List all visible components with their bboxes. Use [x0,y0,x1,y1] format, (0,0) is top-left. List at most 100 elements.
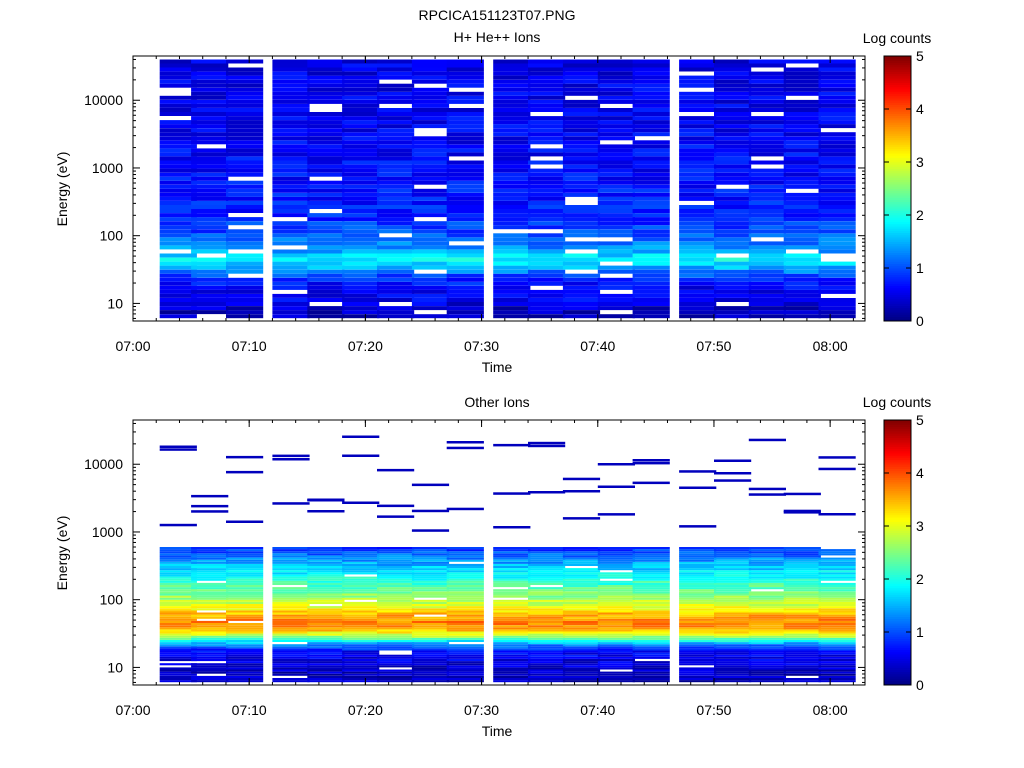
colorbar-swatch [884,656,911,659]
colorbar-swatch [884,124,911,128]
colorbar-swatch [884,175,911,178]
heatmap-cell [783,273,821,278]
heatmap-cell [411,277,450,282]
heatmap-cell [632,289,670,294]
heatmap-cell [159,523,197,527]
colorbar-swatch [884,256,911,260]
heatmap-cell [226,652,264,655]
heatmap-cell [818,561,856,564]
heatmap-cell [748,631,786,634]
heatmap-cell [679,587,717,590]
heatmap-cell [714,116,752,121]
heatmap-cell [679,597,717,600]
heatmap-cell [714,83,752,88]
heatmap-cell [818,629,856,632]
heatmap-cell [226,229,264,234]
heatmap-cell [748,269,786,274]
heatmap-cell [272,654,310,657]
colorbar-swatch [884,682,911,686]
heatmap-cell [191,59,229,64]
heatmap-cell [714,298,752,302]
heatmap-cell [446,680,484,683]
heatmap-cell [159,669,197,672]
heatmap-cell [597,225,635,230]
heatmap-cell [411,237,450,242]
heatmap-cell [446,160,484,165]
heatmap-cell [446,623,484,626]
heatmap-cell [562,680,601,683]
heatmap-cell [818,160,856,165]
heatmap-cell [597,209,635,213]
heatmap-cell [307,597,345,600]
heatmap-cell [307,63,345,68]
heatmap-cell [377,644,415,647]
heatmap-cell [714,639,752,642]
heatmap-cell [411,633,450,636]
heatmap-cell [411,124,450,129]
heatmap-cell [493,140,531,145]
heatmap-cell [159,637,197,640]
heatmap-cell [714,156,752,161]
heatmap-cell [783,642,821,645]
heatmap-cell [714,273,752,278]
heatmap-cell [714,625,752,628]
heatmap-cell [562,306,601,311]
colorbar-swatch [884,203,911,207]
heatmap-cell [632,245,670,250]
heatmap-cell [307,642,345,645]
heatmap-cell [714,591,752,594]
heatmap-cell [307,618,345,621]
heatmap-cell [748,637,786,640]
heatmap-cell [632,461,670,465]
colorbar-swatch [884,146,911,150]
heatmap-cell [632,257,670,262]
heatmap-cell [159,176,197,181]
heatmap-cell [528,665,566,668]
heatmap-cell [632,152,670,157]
heatmap-cell [493,253,531,258]
heatmap-cell [562,59,601,64]
heatmap-cell [226,237,264,242]
heatmap-cell [679,152,717,157]
heatmap-cell [377,201,415,205]
heatmap-cell [493,595,531,598]
heatmap-cell [191,656,229,659]
heatmap-cell [679,99,717,104]
heatmap-cell [446,196,484,201]
heatmap-cell [493,673,531,676]
heatmap-cell [714,631,752,634]
heatmap-cell [632,644,670,647]
y-tick-label: 10000 [84,456,123,472]
heatmap-cell [191,83,229,88]
heatmap-cell [632,99,670,104]
heatmap-cell [597,249,635,254]
heatmap-cell [272,663,310,666]
heatmap-cell [679,237,717,242]
heatmap-cell [272,112,310,116]
heatmap-cell [632,116,670,121]
heatmap-cell [411,273,450,278]
heatmap-cell [562,205,601,209]
colorbar-swatch [884,649,911,653]
heatmap-cell [679,217,717,222]
heatmap-cell [818,269,856,274]
heatmap-cell [783,597,821,600]
heatmap-cell [159,576,197,579]
heatmap-cell [528,249,566,254]
heatmap-cell [446,172,484,177]
heatmap-cell [818,456,856,459]
heatmap-cell [272,164,310,169]
colorbar-swatch [884,301,911,304]
colorbar-swatch [884,444,911,447]
heatmap-cell [783,570,821,573]
heatmap-cell [191,680,229,683]
heatmap-cell [342,63,380,68]
heatmap-cell [818,557,856,560]
heatmap-cell [679,675,717,678]
heatmap-cell [272,627,310,630]
heatmap-cell [597,557,635,560]
heatmap-cell [562,233,601,238]
heatmap-cell [272,591,310,594]
heatmap-cell [562,654,601,657]
heatmap-cell [493,578,531,581]
